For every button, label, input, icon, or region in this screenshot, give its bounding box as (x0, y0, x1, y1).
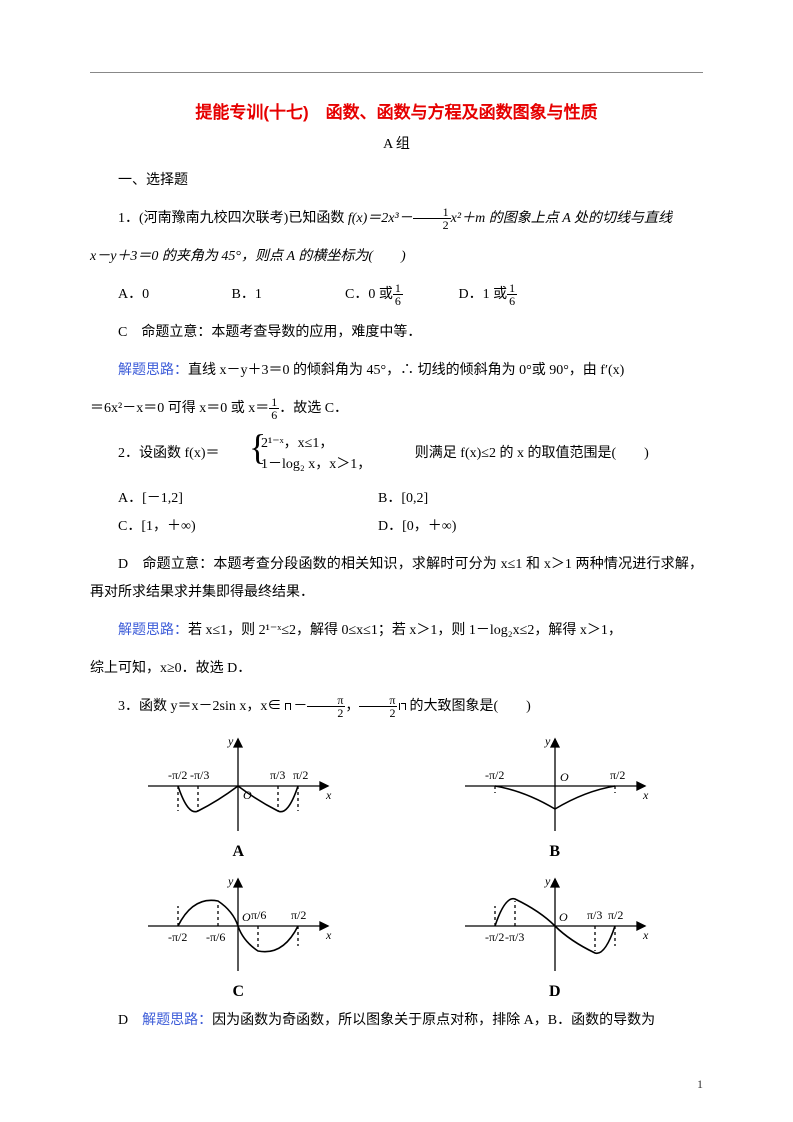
svg-text:π/2: π/2 (293, 768, 308, 782)
svg-text:x: x (325, 928, 332, 942)
graph-letter: A (138, 843, 338, 861)
q1-stem: 1．(河南豫南九校四次联考)已知函数 f(x)＝2x³－12x²＋m 的图象上点… (90, 205, 703, 233)
graph-letter: D (455, 983, 655, 1001)
rbracket-icon (401, 703, 406, 710)
q2-piecewise: 2¹⁻ˣ，x≤1， 1－log₂ x，x＞1， (223, 433, 371, 475)
svg-text:O: O (242, 910, 251, 924)
q2-solution-1: 解题思路：若 x≤1，则 2¹⁻ˣ≤2，解得 0≤x≤1；若 x＞1，则 1－l… (90, 617, 703, 645)
svg-text:π/2: π/2 (291, 908, 306, 922)
q2-options: A．[－1,2]B．[0,2] C．[1，＋∞)D．[0，＋∞) (118, 485, 703, 541)
q2-stem: 2．设函数 f(x)＝ 2¹⁻ˣ，x≤1， 1－log₂ x，x＞1， 则满足 … (90, 433, 703, 475)
svg-text:O: O (560, 770, 569, 784)
q1-optC: C．0 或16 (345, 281, 455, 309)
q2-optB: B．[0,2] (378, 485, 428, 513)
section-heading: 一、选择题 (90, 167, 703, 195)
graph-B: O x y -π/2 π/2 B (455, 731, 655, 861)
svg-text:-π/3: -π/3 (190, 768, 209, 782)
svg-text:π/2: π/2 (608, 908, 623, 922)
solution-label: 解题思路： (118, 363, 188, 378)
q1-stem-line2: x－y＋3＝0 的夹角为 45°，则点 A 的横坐标为( ) (90, 243, 703, 271)
top-rule (90, 72, 703, 73)
q2-intent: D 命题立意：本题考查分段函数的相关知识，求解时可分为 x≤1 和 x＞1 两种… (90, 551, 703, 607)
svg-text:-π/2: -π/2 (168, 768, 187, 782)
graph-D: O x y -π/2-π/3 π/3 π/2 D (455, 871, 655, 1001)
doc-title: 提能专训(十七) 函数、函数与方程及函数图象与性质 (90, 98, 703, 123)
q2-optD: D．[0，＋∞) (378, 513, 456, 541)
q2-optC: C．[1，＋∞) (118, 513, 378, 541)
page-number: 1 (697, 1077, 703, 1092)
q2-optA: A．[－1,2] (118, 485, 378, 513)
svg-text:y: y (544, 874, 551, 888)
svg-text:O: O (559, 910, 568, 924)
svg-text:O: O (243, 788, 252, 802)
q1-options: A．0 B．1 C．0 或16 D．1 或16 (118, 281, 703, 309)
graph-letter: B (455, 843, 655, 861)
graph-grid: O x y -π/2-π/3 π/3π/2 A (90, 731, 703, 1001)
page: 提能专训(十七) 函数、函数与方程及函数图象与性质 A 组 一、选择题 1．(河… (0, 0, 793, 1122)
lbracket-icon (285, 703, 290, 710)
svg-text:-π/2: -π/2 (168, 930, 187, 944)
q3-stem: 3．函数 y＝x－2sin x，x∈ －π2，π2 的大致图象是( ) (90, 693, 703, 721)
svg-text:x: x (325, 788, 332, 802)
q1-func: f(x)＝2x³－ (348, 211, 413, 226)
svg-text:-π/3: -π/3 (505, 930, 524, 944)
svg-text:π/3: π/3 (587, 908, 602, 922)
graph-C: O x y -π/2 -π/6 π/6 π/2 C (138, 871, 338, 1001)
q3-solution: D 解题思路：因为函数为奇函数，所以图象关于原点对称，排除 A，B．函数的导数为 (90, 1007, 703, 1035)
group-label: A 组 (90, 133, 703, 153)
svg-text:π/2: π/2 (610, 768, 625, 782)
svg-text:y: y (227, 874, 234, 888)
svg-text:π/3: π/3 (270, 768, 285, 782)
graph-letter: C (138, 983, 338, 1001)
solution-label: 解题思路： (118, 623, 188, 638)
q1-frac: 12 (413, 206, 451, 231)
q1-optB: B．1 (232, 281, 342, 309)
svg-text:-π/2: -π/2 (485, 768, 504, 782)
q1-solution-1: 解题思路：直线 x－y＋3＝0 的倾斜角为 45°，∴ 切线的倾斜角为 0°或 … (90, 357, 703, 385)
q1-optA: A．0 (118, 281, 228, 309)
svg-text:-π/6: -π/6 (206, 930, 225, 944)
q1-stem-a: 1．(河南豫南九校四次联考)已知函数 (118, 211, 348, 226)
svg-text:y: y (544, 734, 551, 748)
svg-text:x: x (642, 928, 649, 942)
svg-text:π/6: π/6 (251, 908, 266, 922)
svg-text:-π/2: -π/2 (485, 930, 504, 944)
svg-text:x: x (642, 788, 649, 802)
q1-intent: C 命题立意：本题考查导数的应用，难度中等． (90, 319, 703, 347)
q1-solution-2: ＝6x²－x＝0 可得 x＝0 或 x＝16．故选 C． (90, 395, 703, 423)
graph-A: O x y -π/2-π/3 π/3 π/2 A (138, 731, 338, 861)
q1-optD: D．1 或16 (459, 281, 518, 309)
solution-label: 解题思路： (142, 1013, 212, 1028)
q2-solution-2: 综上可知，x≥0．故选 D． (90, 655, 703, 683)
q1-stem-b: x²＋m 的图象上点 A 处的切线与直线 (451, 211, 672, 226)
svg-text:y: y (227, 734, 234, 748)
